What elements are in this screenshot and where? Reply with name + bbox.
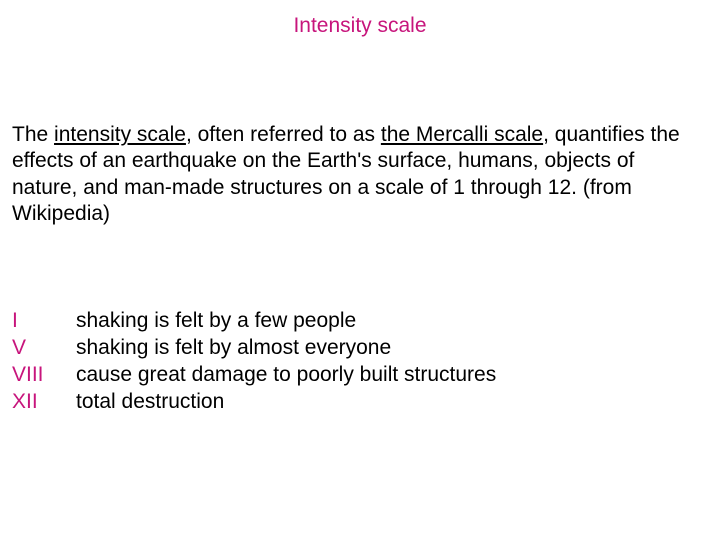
scale-numeral: I bbox=[12, 308, 76, 335]
scale-numeral: VIII bbox=[12, 362, 76, 389]
scale-description: cause great damage to poorly built struc… bbox=[76, 362, 496, 389]
para-underline-2: the Mercalli scale bbox=[381, 123, 543, 146]
intro-paragraph: The intensity scale, often referred to a… bbox=[12, 122, 702, 227]
table-row: XII total destruction bbox=[12, 389, 496, 416]
scale-description: total destruction bbox=[76, 389, 224, 416]
table-row: I shaking is felt by a few people bbox=[12, 308, 496, 335]
para-seg1: The bbox=[12, 123, 54, 146]
table-row: VIII cause great damage to poorly built … bbox=[12, 362, 496, 389]
scale-description: shaking is felt by almost everyone bbox=[76, 335, 391, 362]
para-seg3: , often referred to as bbox=[186, 123, 381, 146]
table-row: V shaking is felt by almost everyone bbox=[12, 335, 496, 362]
scale-description: shaking is felt by a few people bbox=[76, 308, 356, 335]
para-underline-1: intensity scale bbox=[54, 123, 186, 146]
scale-numeral: XII bbox=[12, 389, 76, 416]
scale-table: I shaking is felt by a few people V shak… bbox=[12, 308, 496, 416]
scale-numeral: V bbox=[12, 335, 76, 362]
slide-title: Intensity scale bbox=[0, 14, 720, 38]
